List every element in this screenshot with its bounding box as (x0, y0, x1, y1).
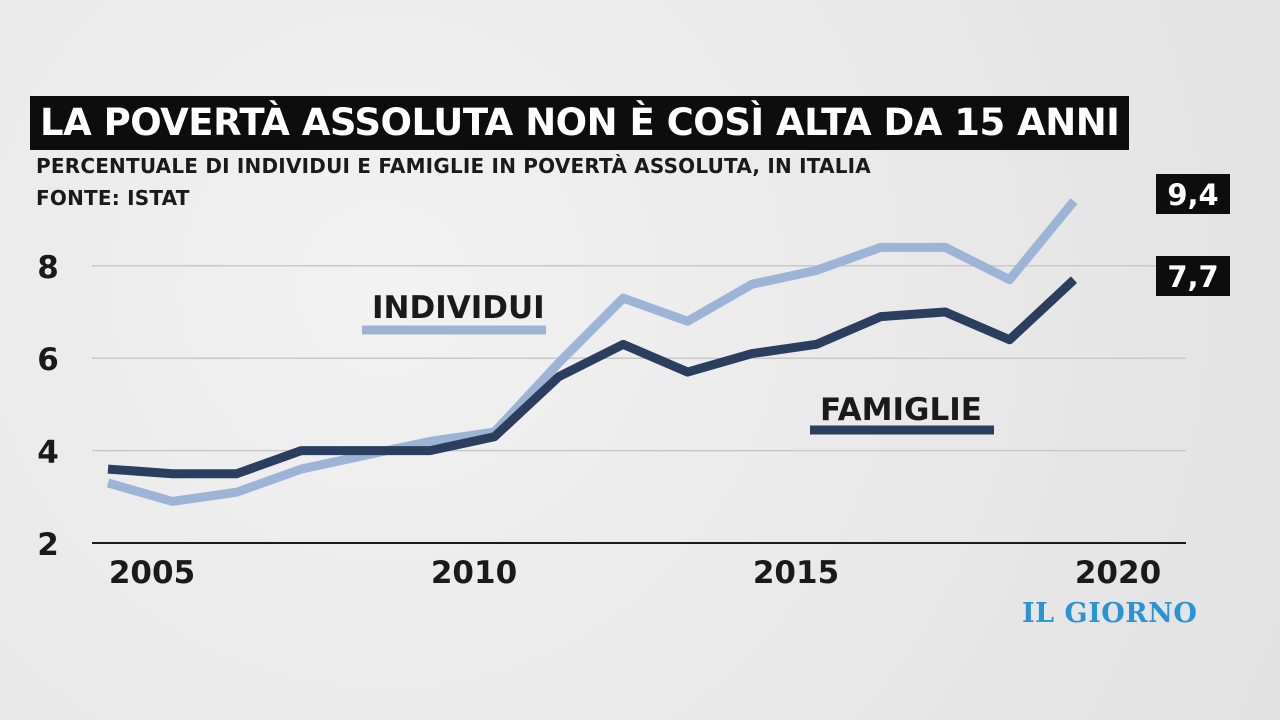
chart-title: LA POVERTÀ ASSOLUTA NON È COSÌ ALTA DA 1… (30, 96, 1130, 150)
end-label-box (1156, 256, 1230, 296)
y-tick-label: 2 (37, 527, 59, 563)
inline-legend: INDIVIDUI FAMIGLIE (362, 290, 994, 435)
end-value-label: 7,7 (1167, 260, 1218, 294)
end-label-box (1156, 174, 1230, 214)
chart-subtitle: PERCENTUALE DI INDIVIDUI E FAMIGLIE IN P… (36, 154, 871, 178)
legend-label-famiglie: FAMIGLIE (820, 392, 982, 428)
il-giorno-logo: IL GIORNO (1022, 598, 1198, 629)
series-line-famiglie (107, 276, 1078, 479)
end-value-label: 9,4 (1167, 178, 1218, 212)
gridlines (92, 265, 1186, 544)
x-tick-label: 2015 (753, 555, 839, 591)
x-tick-label: 2010 (431, 555, 517, 591)
series-lines (106, 198, 1078, 506)
y-tick-label: 4 (37, 435, 59, 471)
x-tick-label: 2005 (109, 555, 195, 591)
x-axis-ticks: 2005 2010 2015 2020 (109, 555, 1161, 591)
y-axis-ticks: 2 4 6 8 (37, 250, 59, 563)
legend-label-individui: INDIVIDUI (372, 290, 545, 326)
x-tick-label: 2020 (1075, 555, 1161, 591)
chart-source: FONTE: ISTAT (36, 186, 190, 210)
y-tick-label: 8 (37, 250, 59, 286)
y-tick-label: 6 (37, 342, 59, 378)
end-value-labels: 9,4 7,7 (1156, 174, 1230, 296)
series-line-individui (106, 198, 1078, 506)
